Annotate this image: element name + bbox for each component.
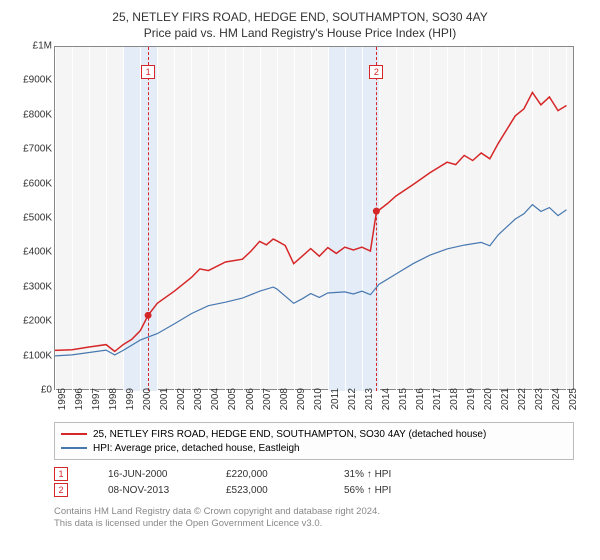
sale-pct: 31% ↑ HPI [344,469,430,480]
x-tick-label: 1995 [57,388,68,418]
plot-area: 12 [54,46,574,390]
x-tick-label: 2006 [245,388,256,418]
sale-price: £220,000 [226,469,312,480]
y-tick-label: £200K [18,316,52,327]
series-line [55,92,567,351]
x-tick-label: 1999 [125,388,136,418]
chart: 12 £0£100K£200K£300K£400K£500K£600K£700K… [12,46,588,416]
x-tick-label: 2024 [551,388,562,418]
legend-label: 25, NETLEY FIRS ROAD, HEDGE END, SOUTHAM… [93,429,486,440]
x-tick-label: 2017 [432,388,443,418]
sale-row: 1 16-JUN-2000 £220,000 31% ↑ HPI [54,466,574,482]
sales-table: 1 16-JUN-2000 £220,000 31% ↑ HPI 2 08-NOV-201… [54,466,574,498]
sale-marker: 1 [141,65,155,79]
y-tick-label: £1M [18,41,52,52]
chart-title-block: 25, NETLEY FIRS ROAD, HEDGE END, SOUTHAM… [12,10,588,40]
legend-row: HPI: Average price, detached house, East… [61,441,567,455]
x-tick-label: 2002 [176,388,187,418]
sale-marker-small: 1 [54,467,68,481]
sale-price: £523,000 [226,485,312,496]
x-tick-label: 2001 [159,388,170,418]
sale-row: 2 08-NOV-2013 £523,000 56% ↑ HPI [54,482,574,498]
title-line-1: 25, NETLEY FIRS ROAD, HEDGE END, SOUTHAM… [12,10,588,24]
y-tick-label: £900K [18,75,52,86]
x-tick-label: 2008 [279,388,290,418]
footer-line-2: This data is licensed under the Open Gov… [54,518,574,530]
y-tick-label: £400K [18,247,52,258]
x-tick-label: 2010 [313,388,324,418]
sale-date: 16-JUN-2000 [108,469,194,480]
x-tick-label: 2016 [415,388,426,418]
x-tick-label: 2011 [330,388,341,418]
sale-marker: 2 [369,65,383,79]
x-tick-label: 2021 [500,388,511,418]
y-tick-label: £500K [18,213,52,224]
sale-date: 08-NOV-2013 [108,485,194,496]
line-series-svg [55,47,575,391]
x-tick-label: 2009 [296,388,307,418]
legend-row: 25, NETLEY FIRS ROAD, HEDGE END, SOUTHAM… [61,427,567,441]
y-tick-label: £100K [18,350,52,361]
x-tick-label: 2013 [364,388,375,418]
y-tick-label: £600K [18,178,52,189]
sale-pct: 56% ↑ HPI [344,485,430,496]
x-tick-label: 2005 [227,388,238,418]
legend-swatch [61,433,87,435]
x-tick-label: 1998 [108,388,119,418]
x-tick-label: 2003 [193,388,204,418]
x-tick-label: 2012 [347,388,358,418]
x-tick-label: 2025 [568,388,579,418]
y-tick-label: £300K [18,281,52,292]
y-tick-label: £800K [18,109,52,120]
y-tick-label: £700K [18,144,52,155]
x-tick-label: 1996 [74,388,85,418]
title-line-2: Price paid vs. HM Land Registry's House … [12,26,588,40]
y-tick-label: £0 [18,385,52,396]
x-tick-label: 1997 [91,388,102,418]
x-tick-label: 2000 [142,388,153,418]
footer-line-1: Contains HM Land Registry data © Crown c… [54,506,574,518]
sale-marker-small: 2 [54,483,68,497]
x-tick-label: 2004 [210,388,221,418]
footer: Contains HM Land Registry data © Crown c… [54,506,574,531]
x-tick-label: 2023 [534,388,545,418]
x-tick-label: 2020 [483,388,494,418]
x-tick-label: 2022 [517,388,528,418]
x-tick-label: 2007 [262,388,273,418]
x-tick-label: 2014 [381,388,392,418]
x-tick-label: 2019 [466,388,477,418]
legend-label: HPI: Average price, detached house, East… [93,443,300,454]
legend: 25, NETLEY FIRS ROAD, HEDGE END, SOUTHAM… [54,422,574,460]
series-line [55,205,567,356]
x-tick-label: 2018 [449,388,460,418]
legend-swatch [61,447,87,449]
x-tick-label: 2015 [398,388,409,418]
